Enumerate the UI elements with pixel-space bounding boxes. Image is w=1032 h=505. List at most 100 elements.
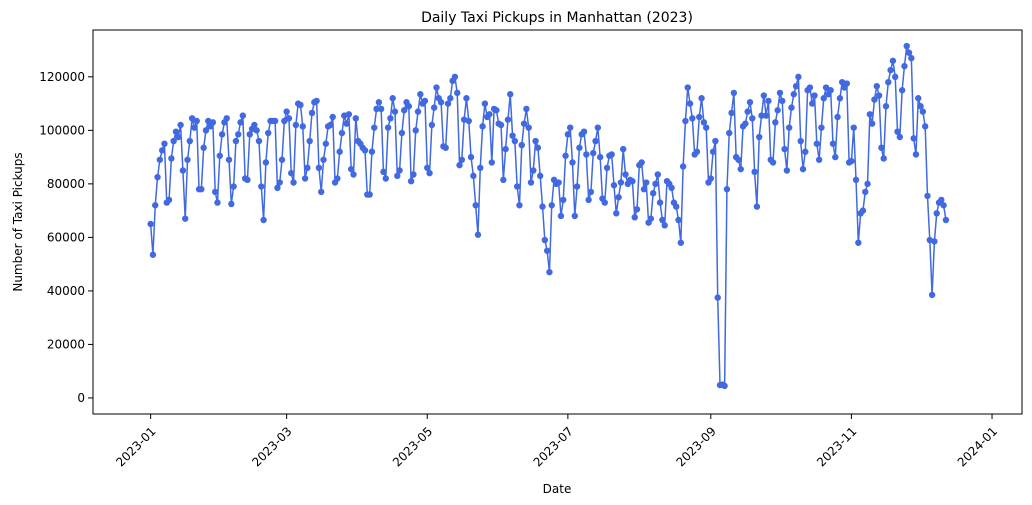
data-point <box>283 108 290 115</box>
data-point <box>730 89 738 97</box>
data-point <box>564 131 572 138</box>
data-point <box>806 84 814 91</box>
data-point <box>184 156 191 163</box>
data-point <box>290 179 297 186</box>
y-tick-label: 100000 <box>39 123 85 137</box>
data-point <box>246 131 253 138</box>
data-point <box>350 171 357 178</box>
data-point <box>668 184 675 192</box>
data-point <box>689 115 696 122</box>
data-point <box>442 144 449 151</box>
data-point <box>239 112 247 119</box>
data-point <box>401 107 408 114</box>
data-point <box>620 145 627 153</box>
data-point <box>426 169 433 177</box>
data-point <box>555 179 562 186</box>
data-point <box>292 121 300 129</box>
data-point <box>384 124 392 131</box>
data-point <box>684 84 691 91</box>
data-point <box>795 73 802 81</box>
data-point <box>617 179 625 186</box>
data-point <box>251 121 258 129</box>
data-point <box>502 145 509 153</box>
data-point <box>892 73 899 81</box>
data-point <box>198 186 205 193</box>
data-point <box>179 167 187 174</box>
data-point <box>905 49 913 56</box>
data-point <box>749 115 756 122</box>
data-point <box>912 151 920 158</box>
data-point <box>156 156 164 163</box>
data-point <box>421 97 429 105</box>
data-point <box>244 176 251 184</box>
data-point <box>919 108 927 115</box>
data-point <box>304 164 311 172</box>
data-point <box>656 199 664 206</box>
data-point <box>753 203 761 210</box>
data-point <box>571 212 578 220</box>
data-point <box>158 147 166 154</box>
data-point <box>389 95 396 102</box>
data-point <box>633 206 641 213</box>
data-point <box>481 100 489 107</box>
data-point <box>769 159 777 166</box>
data-point <box>940 202 947 209</box>
data-point <box>518 141 525 149</box>
data-point <box>686 100 694 107</box>
data-point <box>165 196 173 204</box>
data-point <box>320 156 327 163</box>
data-point <box>792 83 800 90</box>
data-point <box>774 107 781 114</box>
data-point <box>707 175 714 182</box>
data-point <box>677 239 685 246</box>
data-point <box>566 124 574 131</box>
data-point <box>746 99 754 106</box>
data-point <box>843 80 850 87</box>
data-point <box>659 216 666 224</box>
data-point <box>885 78 892 86</box>
data-point <box>649 190 657 197</box>
data-point <box>557 212 565 220</box>
data-point <box>868 120 876 127</box>
data-point <box>726 129 733 137</box>
data-point <box>377 105 385 113</box>
data-point <box>382 175 389 182</box>
data-point <box>375 99 383 106</box>
data-point <box>504 116 512 123</box>
data-point <box>230 183 237 190</box>
data-point <box>721 382 728 390</box>
data-point <box>802 148 809 155</box>
data-point <box>878 144 885 151</box>
data-point <box>396 167 403 174</box>
data-point <box>467 153 475 161</box>
data-point <box>454 89 461 97</box>
data-point <box>590 149 597 157</box>
data-point <box>343 120 350 127</box>
data-point <box>779 97 786 105</box>
data-point <box>260 216 267 224</box>
data-point <box>601 199 608 206</box>
y-tick-label: 120000 <box>39 70 85 84</box>
data-point <box>154 173 161 181</box>
data-point <box>539 203 546 210</box>
data-point <box>921 123 929 130</box>
data-point <box>783 167 791 174</box>
data-point <box>654 171 661 178</box>
data-point <box>373 105 380 113</box>
data-point <box>673 203 680 210</box>
data-point <box>347 165 355 173</box>
data-point <box>700 119 708 126</box>
data-point <box>527 179 535 186</box>
data-point <box>537 172 544 180</box>
data-point <box>497 121 505 129</box>
data-point <box>301 175 309 182</box>
data-point <box>541 236 549 244</box>
data-point <box>631 214 638 221</box>
data-point <box>472 202 479 209</box>
data-point <box>850 124 857 131</box>
data-point <box>407 177 415 185</box>
data-point <box>799 165 807 173</box>
data-point <box>520 120 528 127</box>
data-point <box>172 128 180 135</box>
data-point <box>175 133 182 141</box>
